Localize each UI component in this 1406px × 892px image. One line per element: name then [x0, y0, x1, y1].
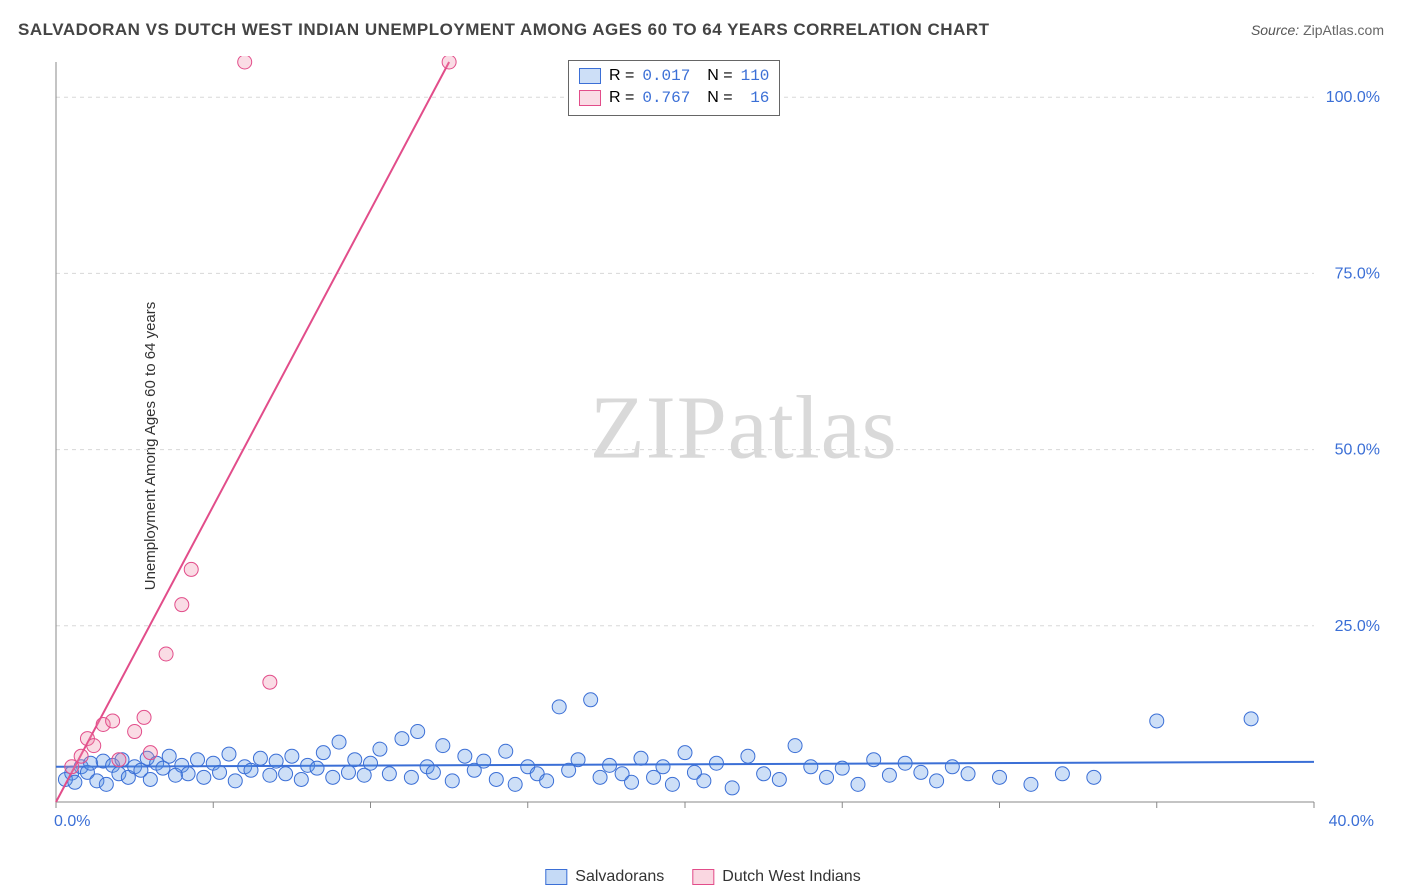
scatter-chart: 25.0% 50.0% 75.0% 100.0% 0.0% 40.0%: [48, 56, 1386, 830]
svg-text:40.0%: 40.0%: [1329, 813, 1374, 830]
series-legend: Salvadorans Dutch West Indians: [545, 868, 860, 886]
legend-r-value: 0.767: [642, 87, 690, 109]
legend-row: R = 0.767 N = 16: [579, 87, 769, 109]
legend-n-label: N =: [698, 65, 732, 87]
svg-text:25.0%: 25.0%: [1335, 618, 1380, 635]
legend-n-value: 110: [741, 65, 770, 87]
legend-row: R = 0.017 N = 110: [579, 65, 769, 87]
legend-label: Salvadorans: [575, 868, 664, 886]
svg-text:0.0%: 0.0%: [54, 813, 90, 830]
legend-r-value: 0.017: [642, 65, 690, 87]
legend-r-label: R =: [609, 87, 634, 109]
legend-swatch: [545, 869, 567, 885]
legend-n-label: N =: [698, 87, 732, 109]
correlation-legend: R = 0.017 N = 110R = 0.767 N = 16: [568, 60, 780, 116]
series-legend-item: Salvadorans: [545, 868, 664, 886]
legend-swatch: [579, 68, 601, 84]
series-legend-item: Dutch West Indians: [692, 868, 860, 886]
legend-swatch: [579, 90, 601, 106]
source-value: ZipAtlas.com: [1303, 22, 1384, 38]
plot-area: ZIPatlas 25.0%50.0%75.0%100.0%0.0%40.0% …: [48, 56, 1386, 830]
legend-r-label: R =: [609, 65, 634, 87]
svg-text:75.0%: 75.0%: [1335, 265, 1380, 282]
source-attribution: Source: ZipAtlas.com: [1251, 22, 1384, 38]
legend-n-value: 16: [741, 87, 770, 109]
svg-text:100.0%: 100.0%: [1326, 89, 1380, 106]
svg-text:50.0%: 50.0%: [1335, 442, 1380, 459]
source-label: Source:: [1251, 22, 1299, 38]
legend-swatch: [692, 869, 714, 885]
chart-title: SALVADORAN VS DUTCH WEST INDIAN UNEMPLOY…: [18, 20, 990, 40]
legend-label: Dutch West Indians: [722, 868, 860, 886]
